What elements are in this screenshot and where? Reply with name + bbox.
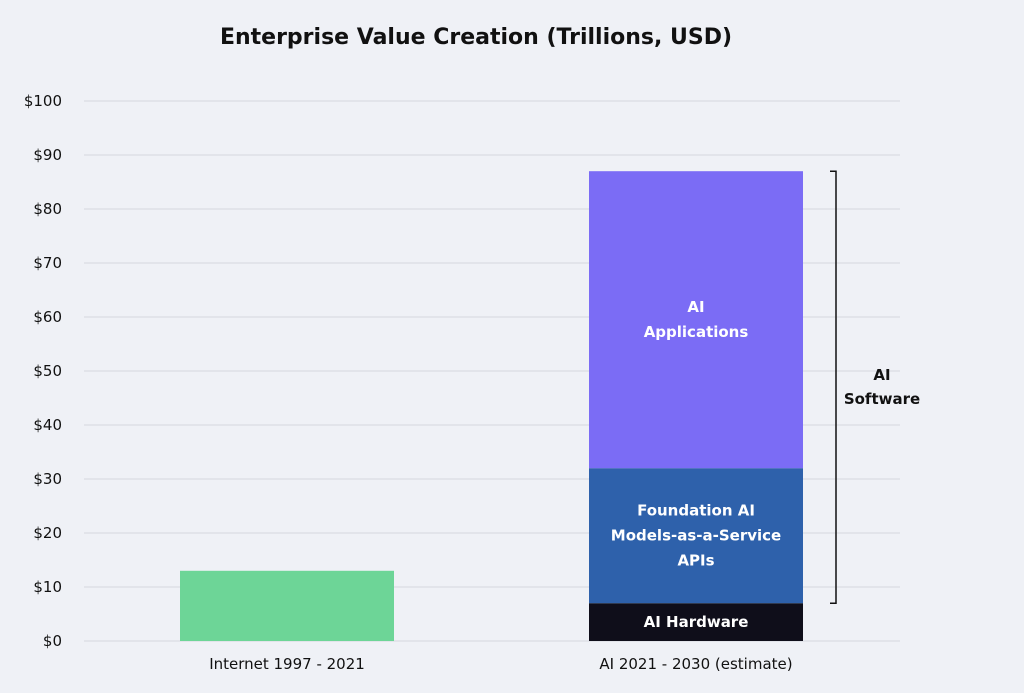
chart-title: Enterprise Value Creation (Trillions, US… bbox=[220, 25, 732, 50]
y-tick-label: $70 bbox=[33, 254, 62, 272]
segment-labels: AI Hardware Foundation AI Models-as-a-Serv… bbox=[611, 298, 781, 631]
bracket-label: AI bbox=[873, 366, 890, 384]
segment-label: APIs bbox=[677, 552, 714, 570]
bar-segment bbox=[589, 603, 803, 641]
segment-label: Applications bbox=[644, 323, 749, 341]
y-tick-label: $90 bbox=[33, 146, 62, 164]
y-tick-label: $0 bbox=[43, 632, 62, 650]
segment-label: Foundation AI bbox=[637, 502, 755, 520]
bar-segment bbox=[589, 468, 803, 604]
bracket-line bbox=[830, 170, 837, 604]
category-labels: Internet 1997 - 2021 AI 2021 - 2030 (esti… bbox=[209, 655, 792, 673]
y-tick-label: $60 bbox=[33, 308, 62, 326]
category-label: AI 2021 - 2030 (estimate) bbox=[599, 655, 792, 673]
y-tick-label: $30 bbox=[33, 470, 62, 488]
bracket-label: Software bbox=[844, 390, 920, 408]
bar-segment bbox=[589, 171, 803, 469]
category-label: Internet 1997 - 2021 bbox=[209, 655, 365, 673]
y-tick-label: $10 bbox=[33, 578, 62, 596]
segment-label: AI bbox=[687, 298, 704, 316]
y-axis-ticks: $0 $10 $20 $30 $40 $50 $60 $70 $80 $90 $100 bbox=[24, 92, 62, 650]
y-tick-label: $100 bbox=[24, 92, 62, 110]
bar-segment bbox=[180, 570, 394, 641]
y-tick-label: $50 bbox=[33, 362, 62, 380]
y-tick-label: $40 bbox=[33, 416, 62, 434]
y-tick-label: $20 bbox=[33, 524, 62, 542]
ai-software-bracket: AI Software bbox=[830, 170, 920, 604]
bars bbox=[180, 171, 803, 641]
y-tick-label: $80 bbox=[33, 200, 62, 218]
segment-label: Models-as-a-Service bbox=[611, 527, 781, 545]
segment-label: AI Hardware bbox=[644, 613, 749, 631]
